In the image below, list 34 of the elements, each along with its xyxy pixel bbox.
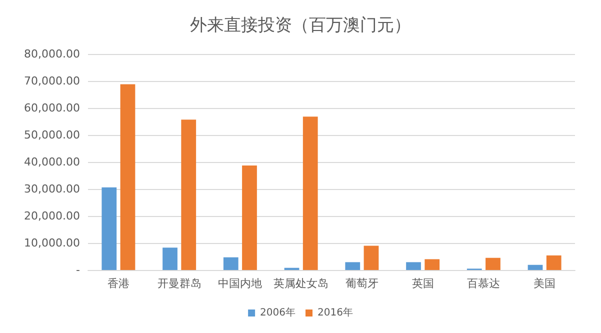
- bar: [546, 255, 562, 270]
- y-tick-label: 80,000.00: [24, 48, 80, 60]
- x-tick-label: 英国: [412, 277, 434, 290]
- bar: [424, 259, 440, 270]
- x-tick-label: 英属处女岛: [274, 277, 329, 290]
- bar: [406, 262, 421, 270]
- x-tick-label: 开曼群岛: [157, 277, 202, 290]
- y-tick-label: -: [76, 264, 80, 276]
- legend-label: 2006年: [260, 306, 296, 318]
- chart-title: 外来直接投资（百万澳门元）: [190, 16, 411, 36]
- x-tick-label: 香港: [107, 277, 130, 290]
- bar: [162, 248, 178, 270]
- bar: [302, 116, 318, 270]
- bar: [486, 258, 500, 270]
- y-tick-label: 50,000.00: [24, 128, 80, 142]
- bar: [102, 187, 117, 270]
- y-tick-label: 30,000.00: [24, 182, 80, 196]
- x-tick-label: 美国: [534, 277, 556, 290]
- x-tick-label: 葡萄牙: [345, 277, 378, 290]
- legend-label: 2016年: [318, 306, 353, 318]
- y-tick-label: 60,000.00: [24, 102, 80, 114]
- bar: [364, 246, 379, 270]
- x-tick-label: 中国内地: [218, 277, 262, 290]
- y-tick-label: 10,000.00: [24, 236, 80, 250]
- bar: [223, 257, 238, 270]
- y-tick-label: 20,000.00: [24, 210, 80, 222]
- y-tick-label: 70,000.00: [24, 74, 80, 88]
- bar: [181, 120, 196, 270]
- x-tick-label: 百慕达: [467, 277, 500, 290]
- bar: [345, 262, 360, 270]
- bar: [528, 264, 543, 270]
- bar: [120, 84, 136, 270]
- bar: [242, 166, 257, 270]
- y-tick-label: 40,000.00: [24, 156, 80, 168]
